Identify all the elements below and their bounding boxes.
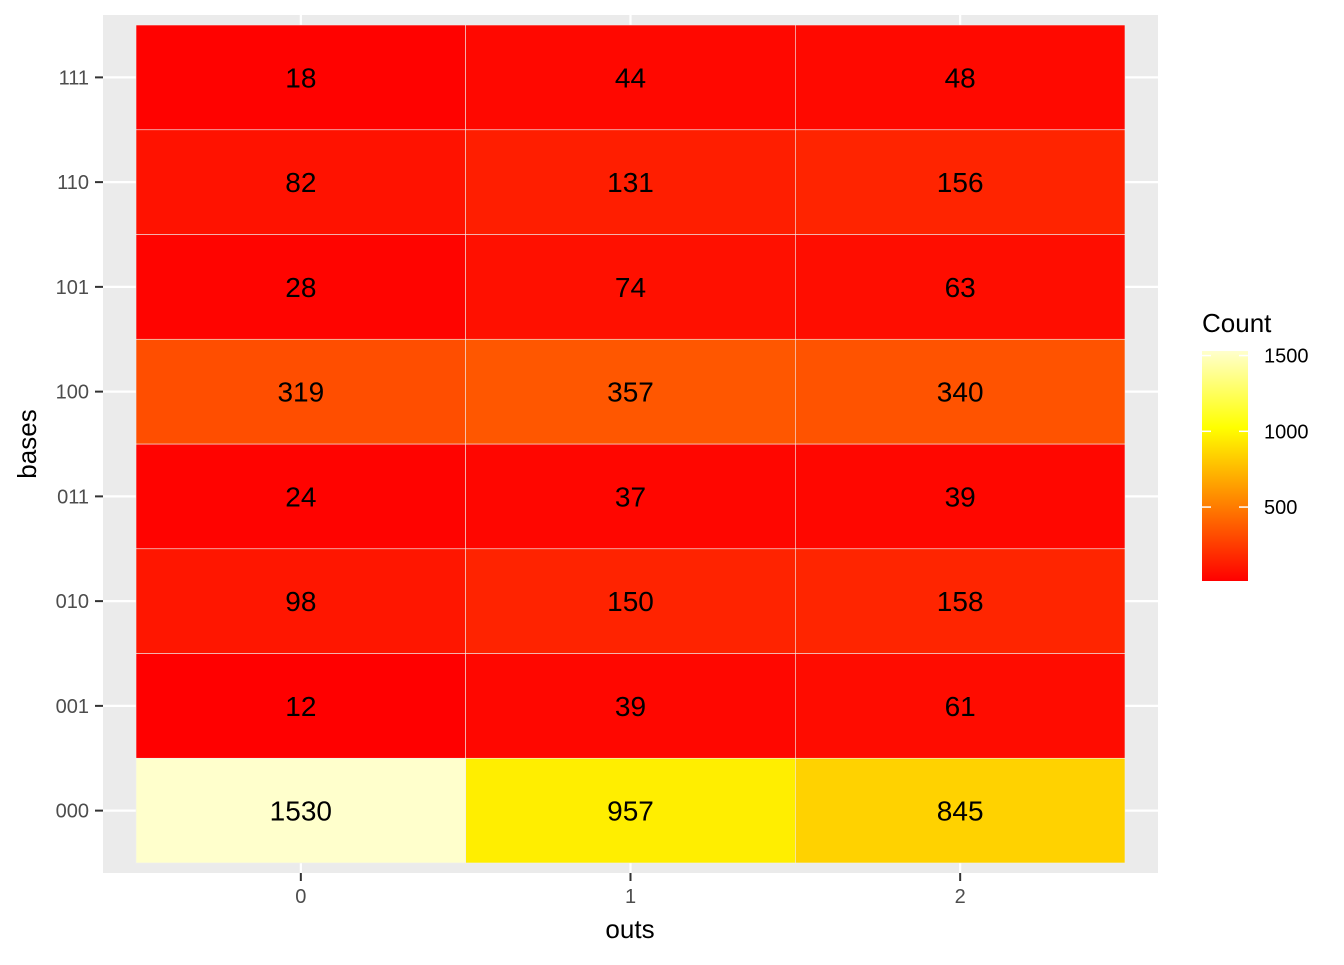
cell-value-label: 845 bbox=[937, 796, 984, 827]
legend-tick-label: 1500 bbox=[1264, 346, 1309, 368]
heatmap-cell bbox=[795, 338, 1126, 445]
cell-value-label: 158 bbox=[937, 586, 984, 617]
heatmap-cell bbox=[465, 129, 796, 235]
legend-tick-label: 500 bbox=[1264, 497, 1297, 519]
cell-value-label: 61 bbox=[945, 691, 976, 722]
cell-value-label: 131 bbox=[607, 167, 654, 198]
cell-value-label: 340 bbox=[937, 377, 984, 408]
x-tick-label: 2 bbox=[955, 886, 966, 908]
y-tick-label: 100 bbox=[56, 382, 89, 404]
cell-value-label: 74 bbox=[615, 272, 646, 303]
y-axis-title: bases bbox=[12, 409, 42, 478]
y-tick-label: 000 bbox=[56, 801, 89, 823]
legend-title: Count bbox=[1202, 308, 1272, 338]
heatmap-cell bbox=[135, 129, 466, 235]
cell-value-label: 39 bbox=[945, 481, 976, 512]
y-tick-label: 110 bbox=[57, 172, 89, 194]
cell-value-label: 156 bbox=[937, 167, 984, 198]
cell-value-label: 37 bbox=[615, 481, 646, 512]
y-tick-label: 101 bbox=[56, 277, 89, 299]
cell-value-label: 319 bbox=[277, 377, 324, 408]
heatmap-cell bbox=[135, 443, 466, 550]
x-axis-title: outs bbox=[605, 914, 654, 944]
x-tick-label: 1 bbox=[625, 886, 636, 908]
cell-value-label: 63 bbox=[945, 272, 976, 303]
cell-value-label: 48 bbox=[945, 62, 976, 93]
heatmap-cell bbox=[135, 338, 466, 445]
legend: Count 500 1000 1500 bbox=[1202, 308, 1309, 581]
heatmap-cells bbox=[135, 24, 1126, 864]
cell-value-label: 28 bbox=[285, 272, 316, 303]
cell-labels: 1530 957 845 12 39 61 98 150 158 24 37 39 319 357 340 2… bbox=[270, 62, 984, 826]
heatmap-cell bbox=[465, 757, 796, 864]
cell-value-label: 150 bbox=[607, 586, 654, 617]
cell-value-label: 957 bbox=[607, 796, 654, 827]
heatmap-cell bbox=[465, 338, 796, 445]
cell-value-label: 44 bbox=[615, 62, 646, 93]
heatmap-cell bbox=[465, 548, 796, 654]
heatmap-cell bbox=[465, 443, 796, 550]
heatmap-cell bbox=[795, 443, 1126, 550]
legend-colorbar bbox=[1202, 351, 1248, 581]
cell-value-label: 357 bbox=[607, 377, 654, 408]
cell-value-label: 82 bbox=[285, 167, 316, 198]
cell-value-label: 12 bbox=[285, 691, 316, 722]
y-tick-label: 010 bbox=[56, 591, 89, 613]
heatmap-cell bbox=[135, 234, 466, 340]
heatmap-cell bbox=[135, 548, 466, 654]
heatmap-cell bbox=[795, 129, 1126, 235]
heatmap-cell bbox=[795, 757, 1126, 864]
heatmap-cell bbox=[795, 653, 1126, 759]
cell-value-label: 39 bbox=[615, 691, 646, 722]
heatmap-cell bbox=[465, 653, 796, 759]
heatmap-cell bbox=[135, 24, 466, 131]
heatmap-cell bbox=[135, 757, 466, 864]
cell-value-label: 98 bbox=[285, 586, 316, 617]
heatmap-cell bbox=[465, 234, 796, 340]
y-tick-label: 011 bbox=[57, 486, 89, 508]
heatmap-cell bbox=[465, 24, 796, 131]
legend-tick-label: 1000 bbox=[1264, 421, 1309, 443]
x-tick-label: 0 bbox=[295, 886, 306, 908]
heatmap-cell bbox=[795, 548, 1126, 654]
heatmap-cell bbox=[795, 234, 1126, 340]
y-tick-label: 001 bbox=[56, 696, 89, 718]
cell-value-label: 24 bbox=[285, 481, 316, 512]
cell-value-label: 1530 bbox=[270, 796, 332, 827]
heatmap-cell bbox=[795, 24, 1126, 131]
y-tick-label: 111 bbox=[59, 67, 89, 89]
heatmap-cell bbox=[135, 653, 466, 759]
cell-value-label: 18 bbox=[285, 62, 316, 93]
